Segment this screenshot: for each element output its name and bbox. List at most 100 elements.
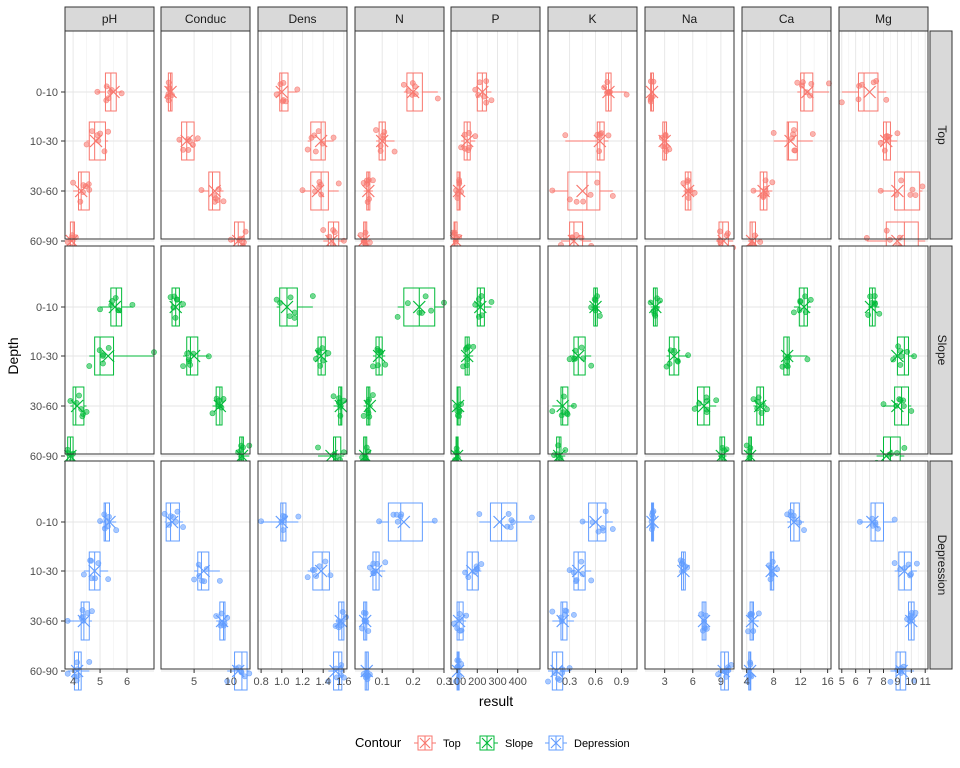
column-strip-dens: Dens [257,6,348,32]
row-strip-label: Top [935,125,949,145]
panel-n-depression [354,460,445,691]
data-point [377,147,384,154]
mean-marker [357,234,371,248]
data-point [507,524,514,531]
mean-marker [658,134,672,148]
mean-marker [275,85,289,99]
box-30-60 [360,171,376,211]
column-strip-p: P [450,6,541,32]
x-tick-label: 0.3 [436,676,451,688]
row-strip-top: Top [929,30,953,240]
data-point [757,239,764,245]
x-tick-label: 0.1 [375,676,390,688]
data-point [363,444,370,451]
data-point [97,518,103,524]
data-point [566,196,573,203]
data-point [216,577,223,584]
box-10-30 [460,336,477,376]
box-30-60 [299,171,342,211]
legend-label: Top [443,738,461,750]
data-point [883,227,890,234]
data-point [187,362,194,368]
data-point [488,299,495,305]
mean-marker [784,134,797,148]
mean-marker [743,449,757,463]
x-tick-label: 0.3 [562,676,577,688]
data-point [451,231,458,237]
box-30-60 [549,386,577,426]
x-tick-label: 1.0 [274,676,289,688]
column-strip-na: Na [644,6,735,32]
x-tick-label: 11 [920,676,931,688]
legend-item-slope: Slope [476,735,533,751]
panel-k-slope [547,245,638,476]
data-point [685,352,691,359]
data-point [165,97,172,104]
y-tick-label: 10-30 [30,136,58,148]
mean-marker [890,184,904,198]
data-point [666,360,673,367]
mean-marker [451,664,465,678]
box-10-30 [191,551,223,591]
data-point [650,514,657,521]
mean-marker [864,300,878,314]
x-tick-label: 1.2 [295,676,310,688]
box-30-60 [451,386,465,426]
mean-marker [452,184,466,198]
data-point [87,557,94,564]
mean-marker [360,664,374,678]
x-tick-label: 12 [795,676,807,688]
data-point [330,134,337,141]
data-point [893,402,900,409]
data-point [877,139,884,146]
data-point [280,513,286,519]
data-point [571,611,577,618]
column-strip-ph: pH [64,6,155,32]
data-point [180,363,186,370]
y-tick-label: 60-90 [30,666,58,678]
box-60-90 [224,651,253,691]
data-point [876,310,883,317]
data-point [89,128,96,135]
data-point [796,307,803,313]
box-60-90 [887,651,917,691]
data-point [562,132,569,139]
box-10-30 [676,551,691,591]
box-10-30 [176,121,201,161]
x-tick-label: 1.4 [316,676,331,688]
x-tick-label: 7 [867,676,873,688]
data-point [456,610,463,617]
data-point [475,92,482,98]
data-point [505,511,512,517]
data-point [597,130,604,137]
mean-marker [231,664,245,678]
box-0-10 [791,287,814,327]
data-point [685,195,692,201]
box-30-60 [64,601,95,641]
data-point [422,293,429,300]
data-point [320,357,326,364]
mean-marker [648,300,662,314]
panel-dens-depression [257,460,349,691]
data-point [209,410,216,417]
data-point [599,524,606,531]
legend: Contour Top Slope Depression [355,735,630,751]
column-strip-ca: Ca [741,6,832,32]
box-0-10 [646,502,659,542]
mean-marker [231,234,245,248]
data-point [224,678,231,685]
data-point [105,128,112,135]
panel-conduc-slope [160,245,253,476]
data-point [94,88,101,95]
data-point [295,513,302,520]
x-tick-label: 6 [853,676,859,688]
data-point [370,392,376,398]
data-point [596,313,603,319]
y-tick-label: 0-10 [36,302,58,314]
data-point [856,83,862,89]
box-10-30 [462,551,485,591]
box-30-60 [691,386,720,426]
data-point [684,177,691,184]
data-point [366,396,372,403]
box-0-10 [476,502,535,542]
